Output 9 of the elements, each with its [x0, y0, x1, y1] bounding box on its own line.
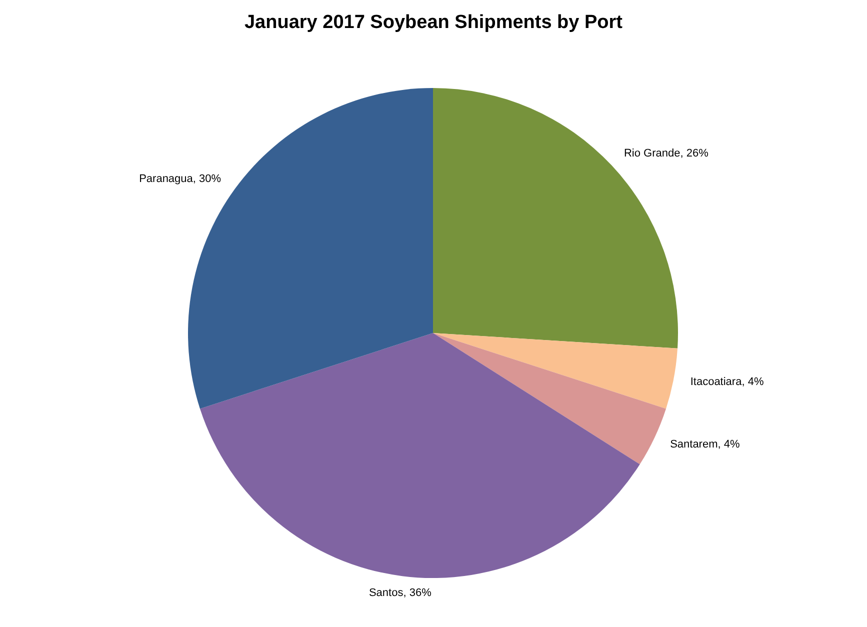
chart-title: January 2017 Soybean Shipments by Port — [243, 12, 624, 34]
slice-label: Santos, 36% — [368, 586, 432, 599]
pie-slice — [433, 333, 666, 464]
slice-label: Itacoatiara, 4% — [690, 376, 764, 388]
slice-label: Paranagua, 30% — [139, 173, 222, 185]
slice-label: Santarem, 4% — [670, 438, 740, 451]
slice-label: Rio Grande, 26% — [624, 148, 709, 160]
pie-slice — [200, 333, 640, 578]
pie-slice — [433, 333, 678, 409]
